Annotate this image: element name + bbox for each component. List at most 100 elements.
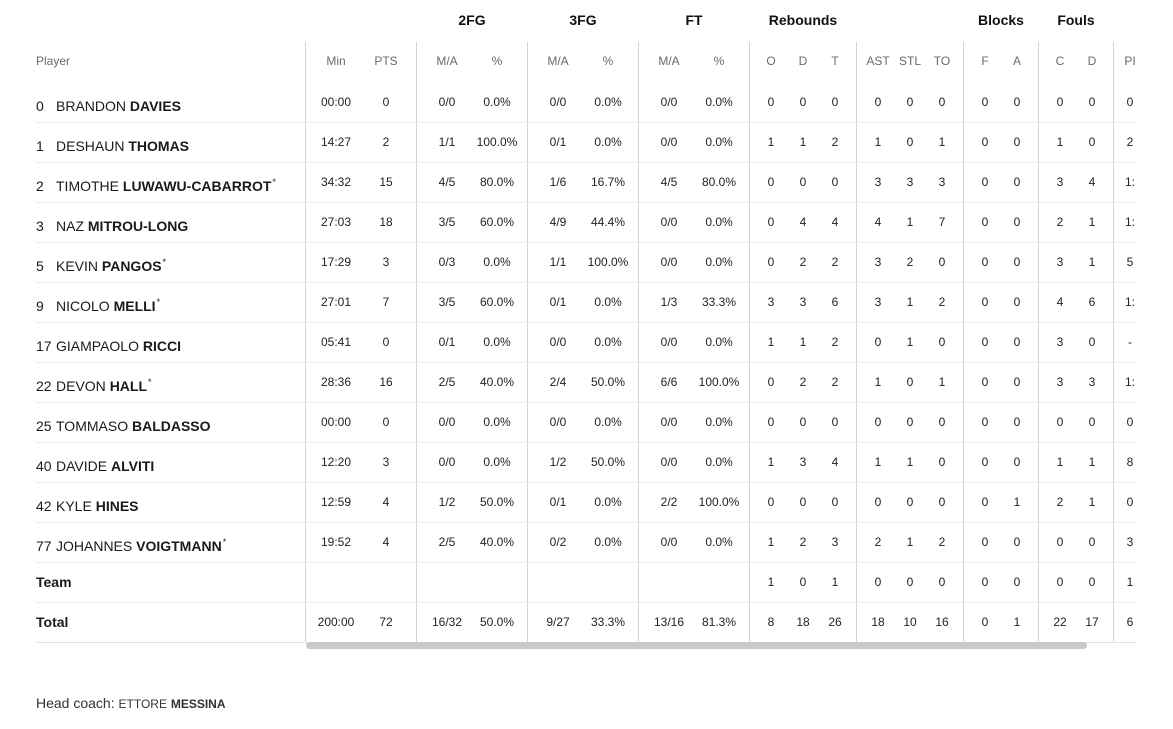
player-last-name: ALVITI	[110, 458, 155, 474]
header-2fg-pct[interactable]: %	[491, 54, 503, 68]
header-ft-ma[interactable]: M/A	[658, 54, 680, 68]
stl-cell: 0	[906, 375, 914, 389]
ft-ma-cell: 0/0	[660, 535, 678, 549]
2fg-ma-cell: 1/2	[438, 495, 456, 509]
head-coach-label: Head coach:	[36, 695, 115, 711]
blk-f-cell: 0	[981, 255, 989, 269]
blk-f-cell: 0	[981, 495, 989, 509]
header-blk-a[interactable]: A	[1012, 54, 1022, 68]
to-cell: 1	[938, 135, 946, 149]
fouls-c-cell: 22	[1053, 615, 1067, 629]
player-number: 77	[36, 538, 52, 554]
header-pts[interactable]: PTS	[374, 54, 398, 68]
pts-cell: 16	[379, 375, 393, 389]
min-cell: 05:41	[320, 335, 352, 349]
header-stl[interactable]: STL	[898, 54, 922, 68]
header-player[interactable]: Player	[36, 54, 71, 68]
starter-marker: *	[148, 377, 152, 387]
player-name-link[interactable]: 1 DESHAUN THOMAS	[36, 122, 190, 166]
2fg-pct-cell: 0.0%	[483, 255, 511, 269]
player-number: 1	[36, 138, 44, 154]
head-coach-first-name[interactable]: ETTORE	[118, 697, 167, 711]
player-name-link[interactable]: 9 NICOLO MELLI*	[36, 282, 160, 326]
header-blk-f[interactable]: F	[981, 54, 989, 68]
pts-cell: 72	[379, 615, 393, 629]
player-number: 25	[36, 418, 52, 434]
column-divider	[1038, 42, 1039, 642]
pir-cell: 2	[1126, 135, 1134, 149]
3fg-pct-cell: 33.3%	[590, 615, 626, 629]
to-cell: 2	[938, 295, 946, 309]
ft-pct-cell: 100.0%	[698, 495, 740, 509]
pir-cell: 0	[1126, 415, 1134, 429]
player-name-link[interactable]: 17 GIAMPAOLO RICCI	[36, 322, 182, 366]
header-ast[interactable]: AST	[866, 54, 890, 68]
player-last-name: HALL	[109, 378, 148, 394]
head-coach-last-name[interactable]: MESSINA	[170, 697, 226, 711]
header-reb-o[interactable]: O	[766, 54, 776, 68]
header-3fg-ma[interactable]: M/A	[547, 54, 569, 68]
player-name-link[interactable]: 40 DAVIDE ALVITI	[36, 442, 155, 486]
reb-t-cell: 6	[831, 295, 839, 309]
blk-a-cell: 0	[1013, 455, 1021, 469]
player-name-link[interactable]: 42 KYLE HINES	[36, 482, 140, 526]
2fg-pct-cell: 0.0%	[483, 415, 511, 429]
player-last-name: LUWAWU-CABARROT	[122, 178, 272, 194]
ast-cell: 1	[874, 455, 882, 469]
blk-f-cell: 0	[981, 135, 989, 149]
table-row: 77 JOHANNES VOIGTMANN* 19:52 4 2/5 40.0% 0/2 0.…	[36, 522, 1136, 563]
blk-f-cell: 0	[981, 415, 989, 429]
total-label: Total	[36, 614, 69, 630]
min-cell: 200:00	[317, 615, 355, 629]
player-number: 40	[36, 458, 52, 474]
player-name-link[interactable]: 77 JOHANNES VOIGTMANN*	[36, 522, 226, 566]
header-pir[interactable]: PI	[1124, 54, 1136, 68]
pts-cell: 18	[379, 215, 393, 229]
pts-cell: 15	[379, 175, 393, 189]
ft-pct-cell: 0.0%	[705, 135, 733, 149]
ft-ma-cell: 0/0	[660, 415, 678, 429]
3fg-pct-cell: 100.0%	[587, 255, 629, 269]
fouls-c-cell: 2	[1056, 215, 1064, 229]
3fg-pct-cell: 16.7%	[590, 175, 626, 189]
2fg-pct-cell: 100.0%	[476, 135, 518, 149]
player-first-name: JOHANNES	[56, 538, 133, 554]
reb-t-cell: 26	[828, 615, 842, 629]
header-reb-t[interactable]: T	[831, 54, 839, 68]
player-name-link[interactable]: 25 TOMMASO BALDASSO	[36, 402, 212, 446]
pir-cell: 1:	[1124, 215, 1136, 229]
blk-f-cell: 0	[981, 215, 989, 229]
header-2fg-ma[interactable]: M/A	[436, 54, 458, 68]
player-name-link[interactable]: 5 KEVIN PANGOS*	[36, 242, 166, 286]
2fg-pct-cell: 0.0%	[483, 455, 511, 469]
horizontal-scrollbar[interactable]	[306, 642, 1087, 649]
column-divider	[305, 42, 306, 642]
blk-f-cell: 0	[981, 575, 989, 589]
player-name-link[interactable]: 0 BRANDON DAVIES	[36, 82, 182, 126]
header-fouls-d[interactable]: D	[1087, 54, 1097, 68]
blk-a-cell: 1	[1013, 495, 1021, 509]
player-name-link[interactable]: 3 NAZ MITROU-LONG	[36, 202, 189, 246]
table-row: 17 GIAMPAOLO RICCI 05:41 0 0/1 0.0% 0/0 0.0% 0/0…	[36, 322, 1136, 363]
to-cell: 3	[938, 175, 946, 189]
stl-cell: 1	[906, 535, 914, 549]
header-3fg-pct[interactable]: %	[602, 54, 614, 68]
table-row: 9 NICOLO MELLI* 27:01 7 3/5 60.0% 0/1 0.0% 1/3 33…	[36, 282, 1136, 323]
3fg-ma-cell: 0/1	[549, 295, 567, 309]
ft-pct-cell: 0.0%	[705, 335, 733, 349]
header-fouls-c[interactable]: C	[1055, 54, 1065, 68]
player-first-name: DEVON	[56, 378, 106, 394]
ast-cell: 1	[874, 135, 882, 149]
header-reb-d[interactable]: D	[798, 54, 808, 68]
reb-d-cell: 0	[799, 415, 807, 429]
min-cell: 00:00	[320, 95, 352, 109]
player-name-link[interactable]: 2 TIMOTHE LUWAWU-CABARROT*	[36, 162, 276, 206]
header-min[interactable]: Min	[326, 54, 346, 68]
player-name-link[interactable]: 22 DEVON HALL*	[36, 362, 152, 406]
blk-a-cell: 0	[1013, 255, 1021, 269]
header-ft-pct[interactable]: %	[713, 54, 725, 68]
blk-a-cell: 0	[1013, 415, 1021, 429]
3fg-pct-cell: 0.0%	[594, 415, 622, 429]
header-to[interactable]: TO	[933, 54, 951, 68]
2fg-ma-cell: 2/5	[438, 535, 456, 549]
